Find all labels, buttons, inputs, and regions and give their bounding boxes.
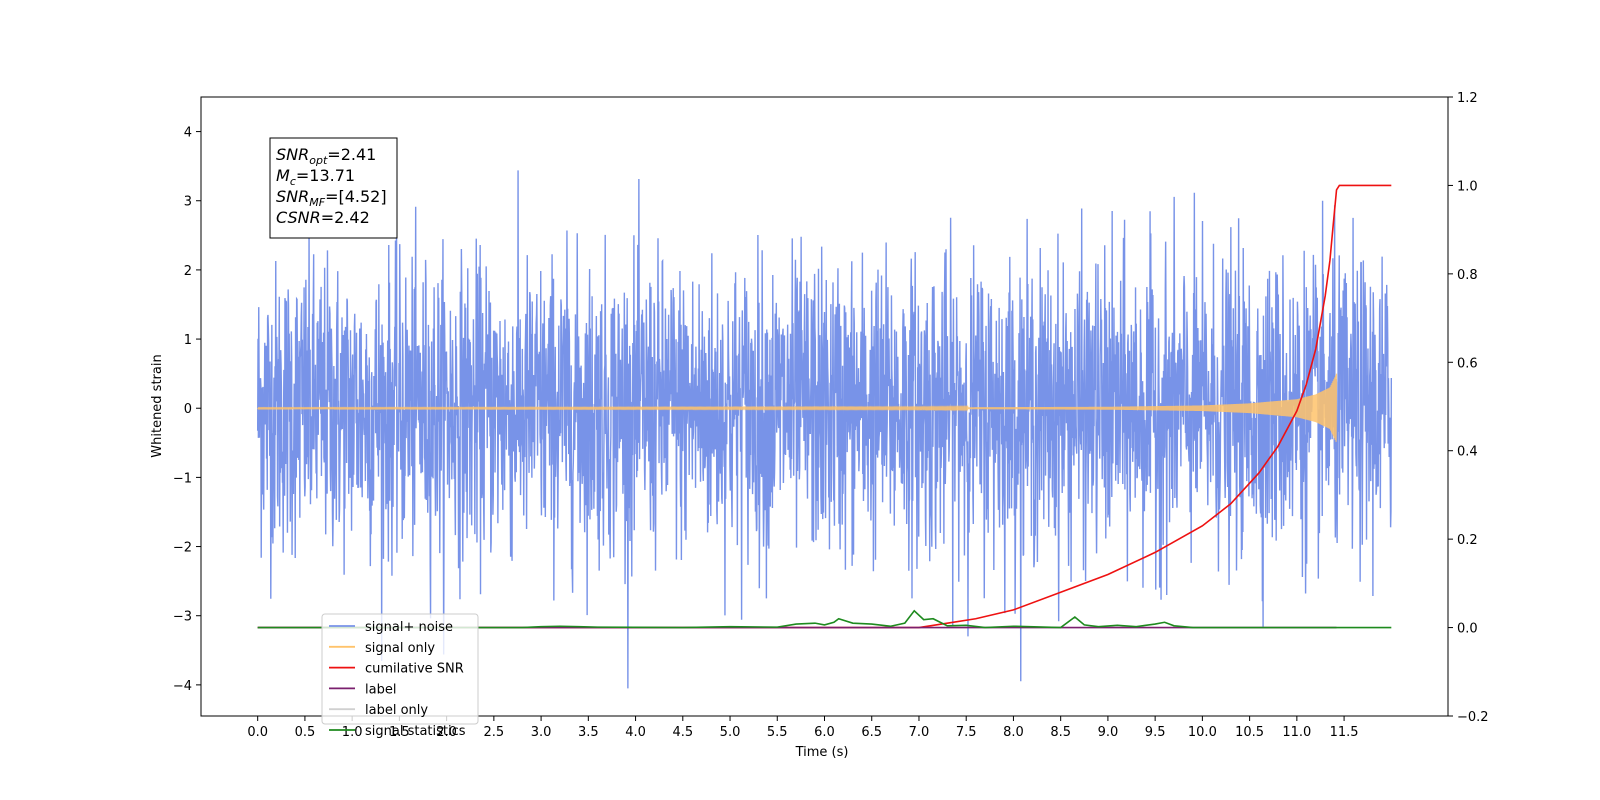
- legend-label: signal only: [365, 641, 435, 656]
- x-tick-label: 9.5: [1145, 725, 1166, 740]
- x-tick-label: 11.5: [1330, 725, 1359, 740]
- legend-item-label[interactable]: label: [329, 682, 396, 697]
- annotation-line: SNRMF=[4.52]: [276, 187, 387, 209]
- x-tick-label: 3.0: [531, 725, 552, 740]
- y2-tick-label: 0.4: [1457, 445, 1478, 460]
- y2-tick-label: 0.8: [1457, 268, 1478, 283]
- x-tick-label: 10.0: [1188, 725, 1217, 740]
- y2-tick-label: −0.2: [1457, 710, 1489, 725]
- annotation-line: SNRopt=2.41: [276, 145, 376, 167]
- y-tick-label: 1: [184, 333, 192, 348]
- y-tick-label: −2: [173, 541, 192, 556]
- annotation-frame: [269, 137, 398, 239]
- x-tick-label: 7.5: [956, 725, 977, 740]
- legend-label: label only: [365, 703, 428, 718]
- legend-label: signal+ noise: [365, 620, 453, 635]
- y-tick-label: 0: [184, 402, 192, 417]
- x-tick-label: 9.0: [1098, 725, 1119, 740]
- legend-frame: [321, 613, 479, 725]
- annotation-line: Mc=13.71: [276, 166, 355, 188]
- y2-axis-ticks: −0.2 0.0 0.2 0.4 0.6 0.8 1.0 1.2: [1448, 91, 1489, 725]
- x-tick-label: 4.5: [672, 725, 693, 740]
- y2-tick-label: 1.0: [1457, 179, 1478, 194]
- legend-item-signal-statistics[interactable]: signal statistics: [329, 724, 466, 739]
- x-tick-label: 11.0: [1282, 725, 1311, 740]
- series-line-signal-statistics: [257, 609, 1392, 629]
- series-line-signal-only: [257, 373, 1338, 442]
- y2-tick-label: 0.6: [1457, 356, 1478, 371]
- x-axis-label: Time (s): [795, 745, 849, 760]
- x-tick-label: 6.5: [861, 725, 882, 740]
- legend-label: label: [365, 682, 396, 697]
- x-tick-label: 3.5: [578, 725, 599, 740]
- legend[interactable]: signal+ noise signal only cumilative SNR la…: [321, 613, 479, 739]
- series-line-cumilative-snr: [257, 184, 1392, 629]
- y-tick-label: −4: [173, 679, 192, 694]
- x-tick-label: 1.0: [342, 725, 363, 740]
- y2-tick-label: 0.0: [1457, 622, 1478, 637]
- y-axis-label: Whitened strain: [150, 354, 165, 457]
- y-tick-label: 4: [184, 126, 192, 141]
- legend-item-signal-only[interactable]: signal only: [329, 641, 435, 656]
- x-tick-label: 10.5: [1235, 725, 1264, 740]
- x-axis-ticks: 0.0 0.5 1.0 1.5 2.0 2.5 3.0 3.5 4.0 4.5 5.0 5.5 6.0 6…: [247, 716, 1359, 740]
- legend-label: signal statistics: [365, 724, 466, 739]
- x-tick-label: 5.0: [720, 725, 741, 740]
- legend-item-label-only[interactable]: label only: [329, 703, 428, 718]
- series-line-signal-noise: [256, 170, 1393, 689]
- x-tick-label: 1.5: [389, 725, 410, 740]
- x-tick-label: 5.5: [767, 725, 788, 740]
- y-tick-label: 3: [184, 195, 192, 210]
- x-tick-label: 0.0: [247, 725, 268, 740]
- legend-label: cumilative SNR: [365, 662, 464, 677]
- x-tick-label: 6.0: [814, 725, 835, 740]
- x-tick-label: 7.0: [909, 725, 930, 740]
- legend-item-signal-noise[interactable]: signal+ noise: [329, 620, 453, 635]
- y-tick-label: −1: [173, 471, 192, 486]
- y-tick-label: 2: [184, 264, 192, 279]
- y-axis-ticks: −4 −3 −2 −1 0 1 2 3 4: [173, 126, 201, 694]
- x-tick-label: 4.0: [625, 725, 646, 740]
- x-tick-label: 8.0: [1003, 725, 1024, 740]
- x-tick-label: 2.5: [484, 725, 505, 740]
- x-tick-label: 8.5: [1050, 725, 1071, 740]
- x-tick-label: 2.0: [436, 725, 457, 740]
- y-tick-label: −3: [173, 610, 192, 625]
- y2-tick-label: 1.2: [1457, 91, 1478, 106]
- annotation-line: CSNR=2.42: [276, 208, 370, 227]
- legend-item-cumilative-snr[interactable]: cumilative SNR: [329, 662, 464, 677]
- x-tick-label: 0.5: [295, 725, 316, 740]
- y2-tick-label: 0.2: [1457, 533, 1478, 548]
